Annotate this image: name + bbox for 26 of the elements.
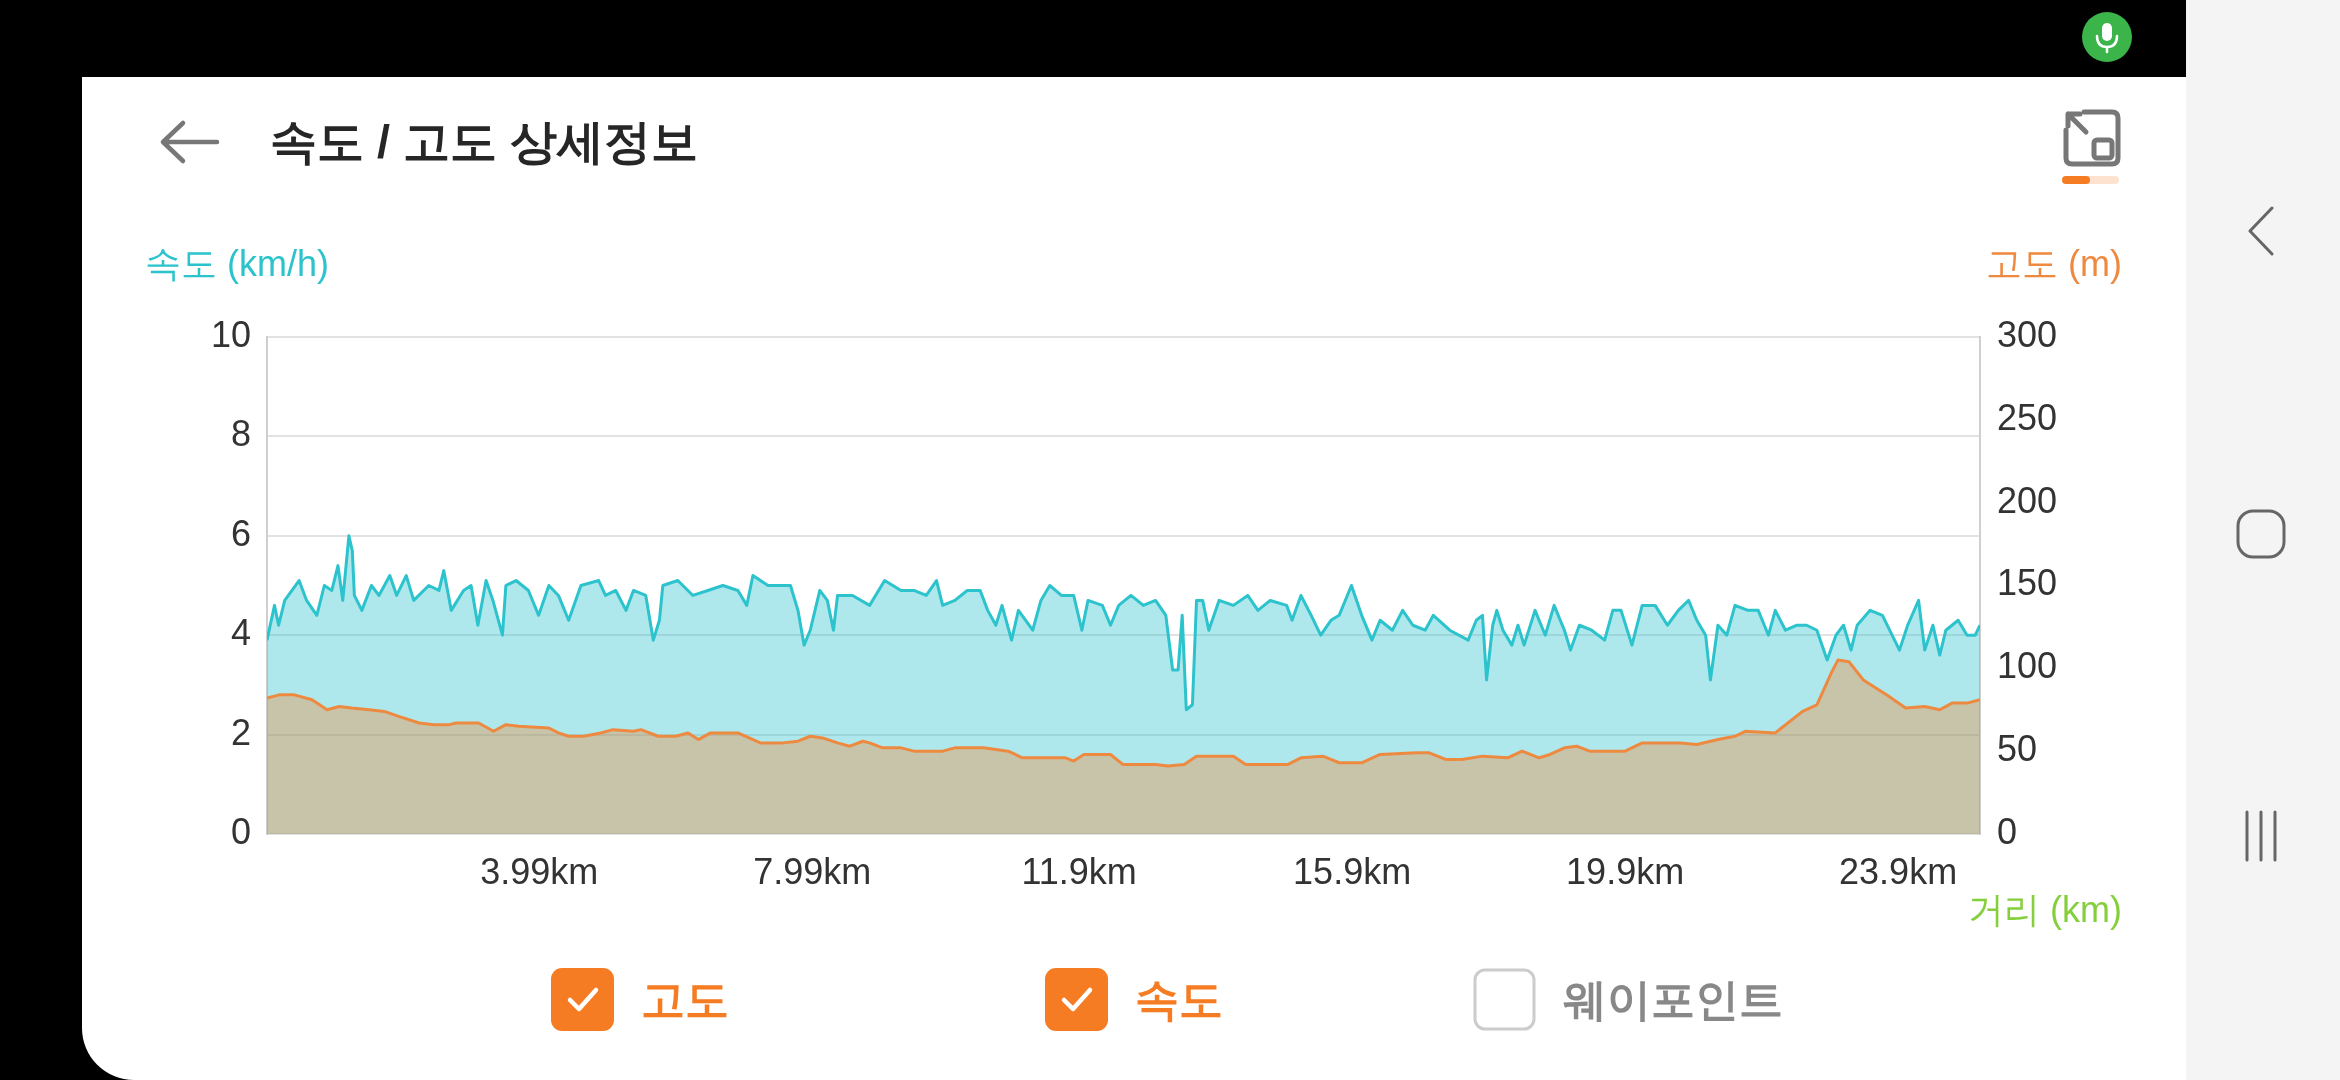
- text: 속도: [1135, 973, 1223, 1026]
- x-tick-label: 23.9km: [1839, 850, 1958, 892]
- text: 웨이포인트: [1563, 973, 1783, 1026]
- text: 고도: [641, 973, 729, 1026]
- y2-tick-label: 300: [1997, 313, 2058, 355]
- y2-tick-label: 0: [1997, 810, 2018, 852]
- chart-title: 속도 / 고도 상세정보: [270, 114, 699, 170]
- x-axis-title: 거리 (km): [1968, 889, 2122, 930]
- y-tick-label: 0: [230, 810, 251, 852]
- y-tick-label: 8: [230, 413, 251, 455]
- x-tick-label: 19.9km: [1566, 850, 1685, 892]
- x-tick-label: 11.9km: [1021, 850, 1137, 892]
- y-tick-label: 10: [210, 313, 251, 355]
- y2-tick-label: 200: [1997, 479, 2058, 521]
- y-tick-label: 2: [230, 711, 251, 753]
- y2-tick-label: 150: [1997, 562, 2058, 604]
- x-tick-label: 15.9km: [1293, 850, 1412, 892]
- y-tick-label: 4: [230, 612, 251, 654]
- x-tick-label: 7.99km: [753, 850, 872, 892]
- y2-tick-label: 100: [1997, 645, 2058, 687]
- y-axis-title: 속도 (km/h): [145, 243, 329, 284]
- x-tick-label: 3.99km: [480, 850, 599, 892]
- y2-tick-label: 250: [1997, 396, 2058, 438]
- y2-tick-label: 50: [1997, 728, 2038, 770]
- y-tick-label: 6: [230, 512, 251, 554]
- y2-axis-title: 고도 (m): [1986, 243, 2122, 284]
